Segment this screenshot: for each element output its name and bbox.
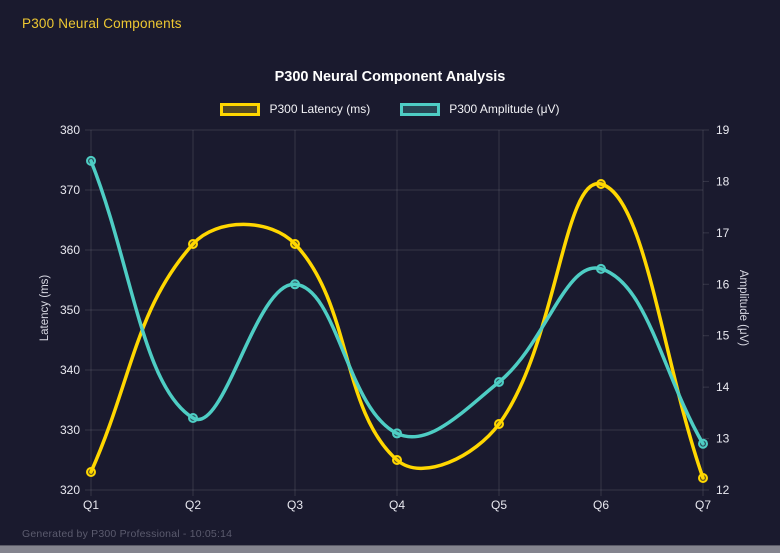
series-point-0-1[interactable] xyxy=(188,239,198,249)
series-point-0-3[interactable] xyxy=(392,455,402,465)
left-axis-tick-label: 380 xyxy=(60,123,80,137)
series-point-1-0[interactable] xyxy=(86,155,96,166)
x-axis-tick-label: Q7 xyxy=(695,498,711,512)
series-point-1-4[interactable] xyxy=(494,377,504,387)
legend-item-amplitude[interactable]: P300 Amplitude (μV) xyxy=(400,102,560,116)
amplitude-swatch-icon xyxy=(400,102,441,116)
series-point-1-5[interactable] xyxy=(596,263,606,274)
series-point-0-5[interactable] xyxy=(596,179,606,189)
left-axis-tick-label: 350 xyxy=(60,303,80,317)
right-axis-tick-label: 17 xyxy=(716,226,730,240)
series-point-1-2[interactable] xyxy=(290,279,300,290)
right-axis-tick-label: 14 xyxy=(716,380,730,394)
right-axis-tick-label: 19 xyxy=(716,123,730,137)
legend-label-latency: P300 Latency (ms) xyxy=(269,102,371,116)
left-axis-tick-label: 340 xyxy=(60,363,80,377)
series-line-1 xyxy=(89,159,705,446)
chart-title: P300 Neural Component Analysis xyxy=(274,69,506,85)
page-title: P300 Neural Components xyxy=(22,16,182,31)
legend-item-latency[interactable]: P300 Latency (ms) xyxy=(220,102,370,116)
x-axis-tick-label: Q1 xyxy=(83,498,99,512)
left-axis-tick-label: 320 xyxy=(60,483,80,497)
legend-label-amplitude: P300 Amplitude (μV) xyxy=(449,102,560,116)
x-axis-tick-label: Q6 xyxy=(593,498,609,512)
chart-legend: P300 Latency (ms) P300 Amplitude (μV) xyxy=(0,102,780,116)
right-axis-tick-label: 13 xyxy=(716,432,730,446)
x-axis-tick-label: Q4 xyxy=(389,498,405,512)
right-axis-tick-label: 12 xyxy=(716,483,730,497)
left-axis-tick-label: 370 xyxy=(60,183,80,197)
series-point-1-1[interactable] xyxy=(188,413,198,423)
left-axis-tick-label: 330 xyxy=(60,423,80,437)
right-axis-tick-label: 15 xyxy=(716,329,730,343)
series-point-0-0[interactable] xyxy=(86,467,96,477)
series-point-0-2[interactable] xyxy=(290,239,300,249)
right-axis-tick-label: 18 xyxy=(716,174,730,188)
x-axis-tick-label: Q5 xyxy=(491,498,507,512)
series-point-1-3[interactable] xyxy=(392,428,402,439)
latency-swatch-icon xyxy=(220,102,261,116)
x-axis-tick-label: Q3 xyxy=(287,498,303,512)
series-point-0-6[interactable] xyxy=(698,473,708,483)
series-point-0-4[interactable] xyxy=(494,419,504,429)
left-axis-tick-label: 360 xyxy=(60,243,80,257)
x-axis-tick-label: Q2 xyxy=(185,498,201,512)
bottom-resize-bar xyxy=(0,545,780,553)
footer-status: Generated by P300 Professional - 10:05:1… xyxy=(22,528,233,540)
series-point-1-6[interactable] xyxy=(698,438,708,449)
right-axis-tick-label: 16 xyxy=(716,277,730,291)
